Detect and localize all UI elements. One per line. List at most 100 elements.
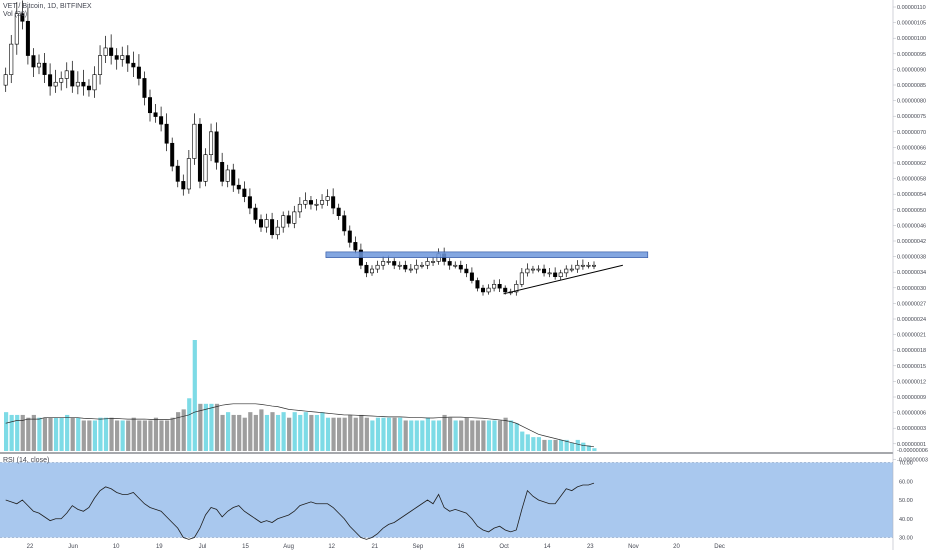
candle-body	[331, 196, 336, 209]
volume-bar	[159, 420, 164, 451]
volume-bar	[220, 414, 225, 451]
candle-body	[181, 181, 186, 190]
price-tick-label: 0.00000042	[897, 239, 926, 245]
volume-bar	[459, 420, 464, 451]
candle-body	[336, 207, 341, 216]
candle-body	[136, 66, 141, 79]
volume-bar	[431, 420, 436, 451]
price-tick-label: 0.00000034	[897, 270, 926, 276]
candle-body	[25, 20, 30, 56]
symbol-title: VET / Bitcoin, 1D, BITFINEX	[3, 3, 92, 10]
volume-bar	[386, 417, 392, 451]
volume-bar	[553, 439, 558, 451]
volume-bar	[503, 417, 508, 451]
candle-body	[386, 261, 391, 263]
volume-bar	[26, 417, 31, 451]
candle-body	[131, 62, 136, 68]
trendline[interactable]	[503, 264, 623, 295]
volume-bar	[592, 448, 597, 451]
volume-bar	[342, 417, 347, 451]
volume-bar	[481, 420, 486, 451]
price-tick-label: 0.00000100	[897, 36, 926, 42]
volume-bar	[420, 420, 425, 451]
candle-body	[475, 280, 480, 289]
candle-body	[408, 268, 413, 271]
drawings-layer[interactable]	[325, 251, 649, 295]
volume-bar	[87, 420, 92, 451]
candle-body	[125, 55, 130, 64]
candle-body	[253, 207, 258, 220]
candle-body	[270, 219, 275, 236]
volume-bar	[181, 409, 186, 451]
price-tick-label: 0.00000018	[897, 348, 926, 354]
volume-bar	[314, 414, 319, 451]
candle-body	[92, 74, 97, 91]
volume-bar	[131, 417, 136, 451]
volume-bar	[137, 420, 142, 451]
candle-body	[320, 200, 325, 205]
candle-body	[159, 116, 164, 125]
volume-bar	[76, 417, 81, 451]
volume-bar	[109, 417, 114, 451]
volume-bar	[403, 420, 408, 451]
date-tick-label: Jul	[199, 544, 207, 550]
candle-body	[53, 81, 58, 87]
volume-bar	[48, 417, 53, 451]
price-tick-label: 0.00000021	[897, 333, 926, 339]
date-tick-label: 20	[673, 544, 680, 550]
volume-bar	[348, 414, 353, 451]
volume-bar	[237, 414, 242, 451]
volume-bar	[259, 409, 264, 451]
volume-pane	[4, 340, 597, 451]
volume-bar	[9, 414, 14, 451]
resistance-zone[interactable]	[325, 251, 649, 258]
volume-bar	[70, 417, 75, 451]
volume-ma-line	[5, 403, 595, 448]
candle-body	[64, 70, 69, 79]
volume-bar	[264, 414, 270, 451]
candle-body	[120, 55, 125, 60]
date-tick-label: 22	[27, 544, 34, 550]
volume-bar	[37, 417, 42, 451]
volume-bar	[53, 417, 59, 451]
volume-bar	[270, 412, 275, 451]
candle-body	[247, 196, 252, 209]
price-tick-label: 0.00000095	[897, 52, 926, 58]
rsi-indicator-label: RSI (14, close)	[3, 457, 50, 464]
rsi-tick-label: 40.00	[899, 517, 913, 523]
volume-bar	[475, 420, 480, 451]
candle-body	[325, 196, 330, 201]
volume-bar	[120, 420, 125, 451]
date-tick-label: Dec	[714, 544, 725, 550]
volume-bar	[115, 420, 120, 451]
price-tick-label: 0.00000110	[897, 5, 926, 11]
candle-body	[209, 131, 214, 155]
volume-bar	[525, 434, 530, 451]
candle-body	[275, 226, 280, 236]
rsi-tick-label: 30.00	[899, 536, 913, 542]
volume-bar	[81, 420, 86, 451]
price-axis: 0.00000110 0.00000105 0.00000100 0.00000095…	[892, 0, 928, 550]
rsi-tick-label: 60.00	[899, 479, 913, 485]
date-tick-label: 15	[242, 544, 249, 550]
volume-bar	[126, 420, 131, 451]
volume-bar	[442, 414, 447, 451]
date-tick-label: Jun	[68, 544, 78, 550]
volume-bar	[392, 417, 397, 451]
candle-body	[469, 272, 474, 281]
candle-body	[586, 264, 591, 267]
volume-bar	[59, 417, 64, 451]
candle-body	[59, 78, 64, 83]
volume-bar	[309, 414, 314, 451]
volume-bar	[4, 412, 9, 451]
volume-bar	[381, 417, 386, 451]
candle-body	[458, 264, 463, 270]
price-tick-label: 0.00000070	[897, 130, 926, 136]
candle-body	[214, 131, 219, 163]
candle-body	[48, 74, 53, 87]
volume-bar	[176, 412, 181, 451]
volume-bar	[514, 423, 519, 451]
date-tick-label: Nov	[628, 544, 639, 550]
